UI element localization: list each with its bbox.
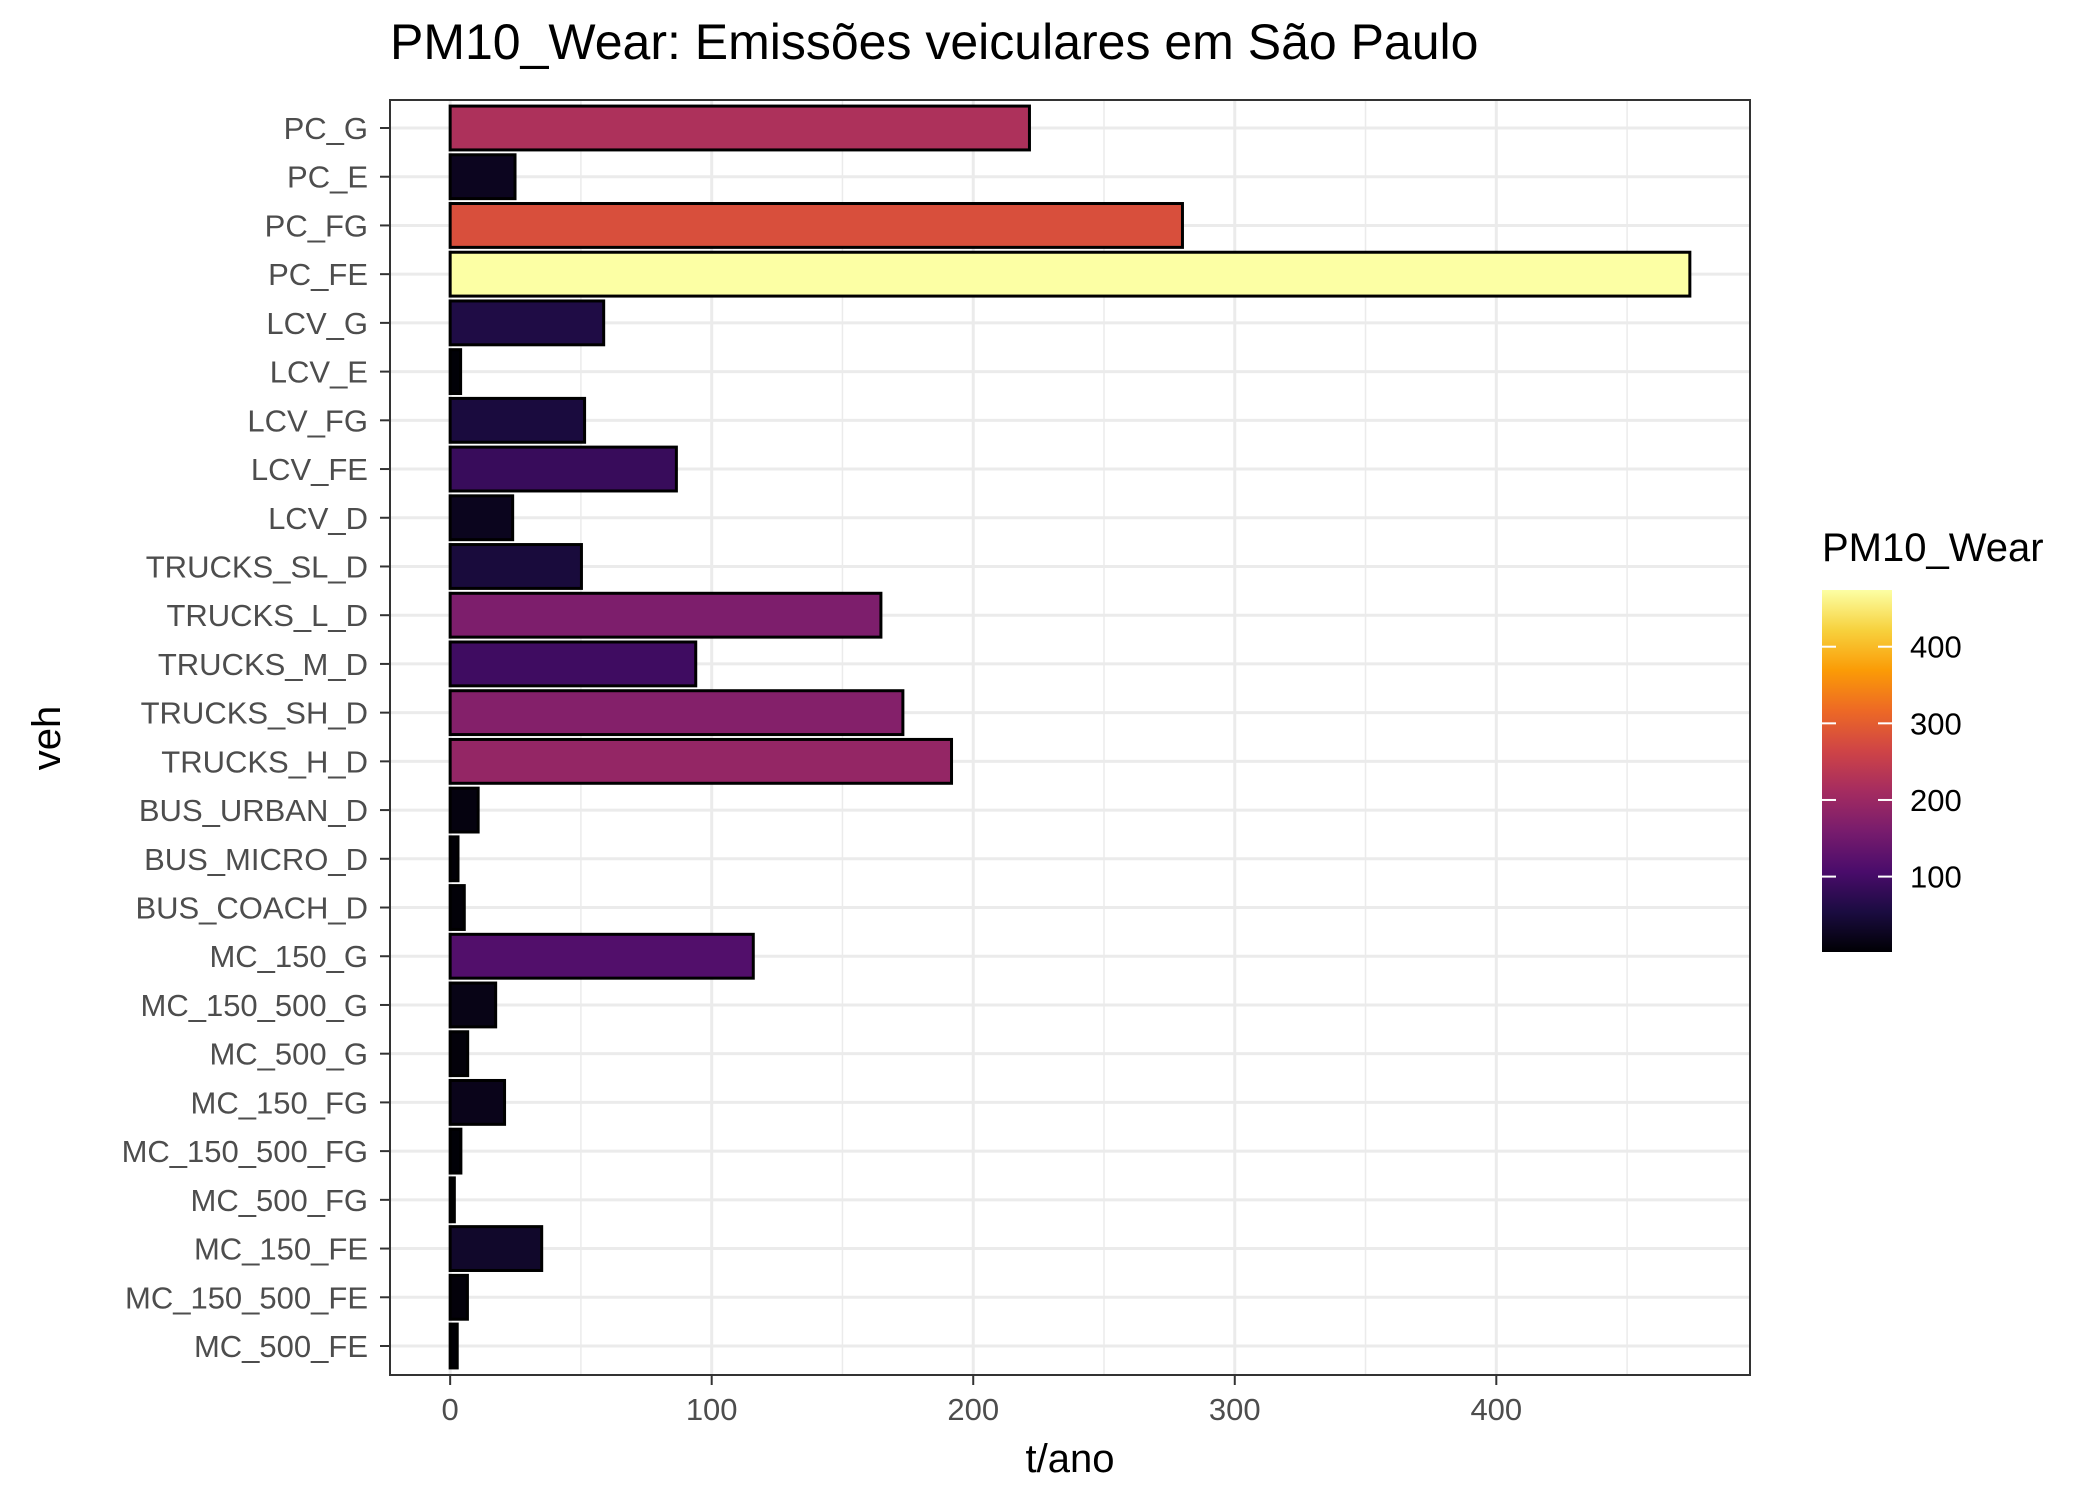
bar-mc-150-fe bbox=[448, 1225, 544, 1272]
y-tick-label: MC_500_G bbox=[209, 1037, 368, 1072]
plot-panel bbox=[390, 100, 1750, 1375]
bar-pc-fe bbox=[448, 250, 1692, 298]
y-tick-label: MC_150_FG bbox=[191, 1085, 368, 1120]
legend-ticks: 100 200 300 400 bbox=[1822, 630, 1962, 895]
bar-lcv-e bbox=[448, 348, 463, 396]
bar-trucks-l-d bbox=[448, 591, 883, 639]
y-axis-title: veh bbox=[25, 706, 69, 771]
y-tick-label: PC_G bbox=[284, 111, 368, 146]
y-tick-label: TRUCKS_H_D bbox=[161, 744, 368, 779]
y-tick-label: MC_150_500_G bbox=[141, 988, 369, 1023]
y-tick-label: TRUCKS_M_D bbox=[158, 647, 368, 682]
y-tick-label: LCV_G bbox=[266, 306, 368, 341]
legend-tick-label: 300 bbox=[1910, 706, 1962, 741]
y-tick-label: MC_500_FE bbox=[194, 1329, 368, 1364]
bar-trucks-sh-d bbox=[448, 689, 905, 737]
bar-mc-150-fg bbox=[448, 1078, 507, 1126]
y-tick-label: TRUCKS_SH_D bbox=[141, 696, 368, 731]
y-tick-label: LCV_E bbox=[270, 355, 368, 390]
legend-tick-label: 200 bbox=[1910, 783, 1962, 818]
y-tick-label: PC_FG bbox=[265, 208, 368, 243]
bar-mc-150-g bbox=[448, 932, 755, 980]
legend-title: PM10_Wear bbox=[1822, 526, 2044, 570]
grid-lines bbox=[390, 100, 1750, 1375]
x-tick-label: 0 bbox=[442, 1392, 459, 1427]
bars bbox=[448, 104, 1692, 1370]
y-tick-label: MC_150_500_FE bbox=[125, 1280, 368, 1315]
bar-trucks-h-d bbox=[448, 737, 954, 785]
legend-tick-label: 400 bbox=[1910, 630, 1962, 665]
y-tick-label: MC_500_FG bbox=[191, 1183, 368, 1218]
x-tick-label: 200 bbox=[947, 1392, 999, 1427]
chart-title: PM10_Wear: Emissões veiculares em São Pa… bbox=[390, 14, 1478, 70]
y-tick-label: BUS_URBAN_D bbox=[139, 793, 368, 828]
y-tick-label: MC_150_500_FG bbox=[122, 1134, 368, 1169]
bar-lcv-g bbox=[448, 299, 606, 347]
bar-mc-500-fe bbox=[448, 1322, 459, 1370]
bar-bus-micro-d bbox=[448, 835, 460, 883]
y-tick-label: PC_E bbox=[287, 160, 368, 195]
x-axis-ticks: 0 100 200 300 400 bbox=[442, 1375, 1522, 1427]
plot-border bbox=[389, 99, 1751, 1376]
bar-lcv-d bbox=[448, 494, 515, 542]
y-tick-label: MC_150_FE bbox=[194, 1232, 368, 1267]
y-tick-label: BUS_COACH_D bbox=[135, 891, 368, 926]
y-tick-label: TRUCKS_L_D bbox=[166, 598, 368, 633]
bar-bus-coach-d bbox=[448, 884, 466, 931]
y-axis-ticks: PC_G PC_E PC_FG PC_FE LCV_G LCV_E LCV_FG LCV_FE… bbox=[122, 111, 390, 1364]
y-tick-label: LCV_FG bbox=[247, 403, 368, 438]
y-tick-label: MC_150_G bbox=[209, 939, 368, 974]
bar-trucks-m-d bbox=[448, 640, 698, 688]
legend-tick-label: 100 bbox=[1910, 860, 1962, 895]
y-tick-label: TRUCKS_SL_D bbox=[146, 549, 368, 584]
bar-mc-150-500-g bbox=[448, 981, 498, 1029]
bar-bus-urban-d bbox=[448, 786, 480, 834]
x-tick-label: 400 bbox=[1470, 1392, 1522, 1427]
y-tick-label: PC_FE bbox=[268, 257, 368, 292]
bar-lcv-fg bbox=[448, 396, 587, 444]
y-tick-label: LCV_D bbox=[268, 501, 368, 536]
bar-mc-500-fg bbox=[448, 1176, 456, 1224]
bar-mc-150-500-fg bbox=[448, 1127, 463, 1175]
bar-pc-g bbox=[448, 104, 1031, 152]
x-tick-label: 100 bbox=[686, 1392, 738, 1427]
x-axis-title: t/ano bbox=[1026, 1437, 1115, 1481]
bar-pc-fg bbox=[448, 202, 1184, 249]
bar-trucks-sl-d bbox=[448, 543, 583, 590]
bar-mc-150-500-fe bbox=[448, 1273, 469, 1321]
y-tick-label: LCV_FE bbox=[251, 452, 368, 487]
bar-lcv-fe bbox=[448, 445, 678, 493]
x-tick-label: 300 bbox=[1209, 1392, 1261, 1427]
bar-pc-e bbox=[448, 153, 517, 201]
y-tick-label: BUS_MICRO_D bbox=[144, 842, 368, 877]
bar-mc-500-g bbox=[448, 1030, 470, 1078]
legend-colorbar bbox=[1822, 590, 1892, 952]
